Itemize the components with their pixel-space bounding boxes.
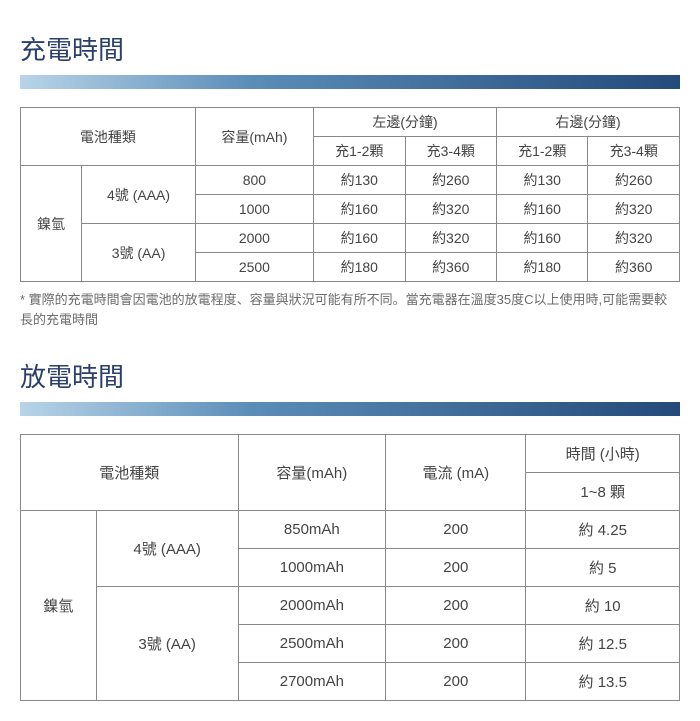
- cell: 200: [386, 663, 526, 701]
- cell: 200: [386, 549, 526, 587]
- charge-title: 充電時間: [20, 30, 680, 67]
- cell: 2000: [195, 224, 313, 253]
- cell: 約260: [588, 166, 680, 195]
- cell: 約180: [314, 253, 405, 282]
- cell: 約 12.5: [526, 625, 680, 663]
- cell: 約180: [496, 253, 587, 282]
- cell: 約320: [588, 224, 680, 253]
- col-battery-type-2: 電池種類: [21, 435, 239, 511]
- col-right-12: 充1-2顆: [496, 137, 587, 166]
- cell: 約160: [314, 195, 405, 224]
- cell: 200: [386, 625, 526, 663]
- cell: 約 10: [526, 587, 680, 625]
- cell: 約360: [588, 253, 680, 282]
- charge-footnote: * 實際的充電時間會因電池的放電程度、容量與狀況可能有所不同。當充電器在溫度35…: [20, 290, 680, 329]
- cell: 2500mAh: [238, 625, 386, 663]
- cell: 約160: [496, 195, 587, 224]
- cell: 約320: [405, 224, 496, 253]
- cell: 約360: [405, 253, 496, 282]
- gradient-bar-1: [20, 75, 680, 89]
- col-capacity-2: 容量(mAh): [238, 435, 386, 511]
- cell: 約 4.25: [526, 511, 680, 549]
- col-count: 1~8 顆: [526, 473, 680, 511]
- subgroup-aaa-2: 4號 (AAA): [96, 511, 238, 587]
- cell: 200: [386, 587, 526, 625]
- cell: 850mAh: [238, 511, 386, 549]
- discharge-title: 放電時間: [20, 357, 680, 394]
- col-battery-type: 電池種類: [21, 108, 196, 166]
- col-right: 右邊(分鐘): [496, 108, 679, 137]
- subgroup-aaa: 4號 (AAA): [82, 166, 196, 224]
- gradient-bar-2: [20, 402, 680, 416]
- cell: 約320: [405, 195, 496, 224]
- cell: 2000mAh: [238, 587, 386, 625]
- cell: 約130: [496, 166, 587, 195]
- cell: 約130: [314, 166, 405, 195]
- cell: 約 13.5: [526, 663, 680, 701]
- col-right-34: 充3-4顆: [588, 137, 680, 166]
- cell: 1000mAh: [238, 549, 386, 587]
- subgroup-aa-2: 3號 (AA): [96, 587, 238, 701]
- subgroup-aa: 3號 (AA): [82, 224, 196, 282]
- col-left: 左邊(分鐘): [314, 108, 497, 137]
- cell: 約320: [588, 195, 680, 224]
- col-capacity: 容量(mAh): [195, 108, 313, 166]
- group-label: 鎳氫: [21, 166, 82, 282]
- cell: 約160: [496, 224, 587, 253]
- col-left-12: 充1-2顆: [314, 137, 405, 166]
- cell: 2700mAh: [238, 663, 386, 701]
- cell: 約 5: [526, 549, 680, 587]
- col-current: 電流 (mA): [386, 435, 526, 511]
- cell: 約160: [314, 224, 405, 253]
- group-label-2: 鎳氫: [21, 511, 97, 701]
- charge-table: 電池種類 容量(mAh) 左邊(分鐘) 右邊(分鐘) 充1-2顆 充3-4顆 充…: [20, 107, 680, 282]
- cell: 200: [386, 511, 526, 549]
- col-left-34: 充3-4顆: [405, 137, 496, 166]
- cell: 約260: [405, 166, 496, 195]
- cell: 1000: [195, 195, 313, 224]
- col-time: 時間 (小時): [526, 435, 680, 473]
- cell: 2500: [195, 253, 313, 282]
- cell: 800: [195, 166, 313, 195]
- discharge-table: 電池種類 容量(mAh) 電流 (mA) 時間 (小時) 1~8 顆 鎳氫 4號…: [20, 434, 680, 701]
